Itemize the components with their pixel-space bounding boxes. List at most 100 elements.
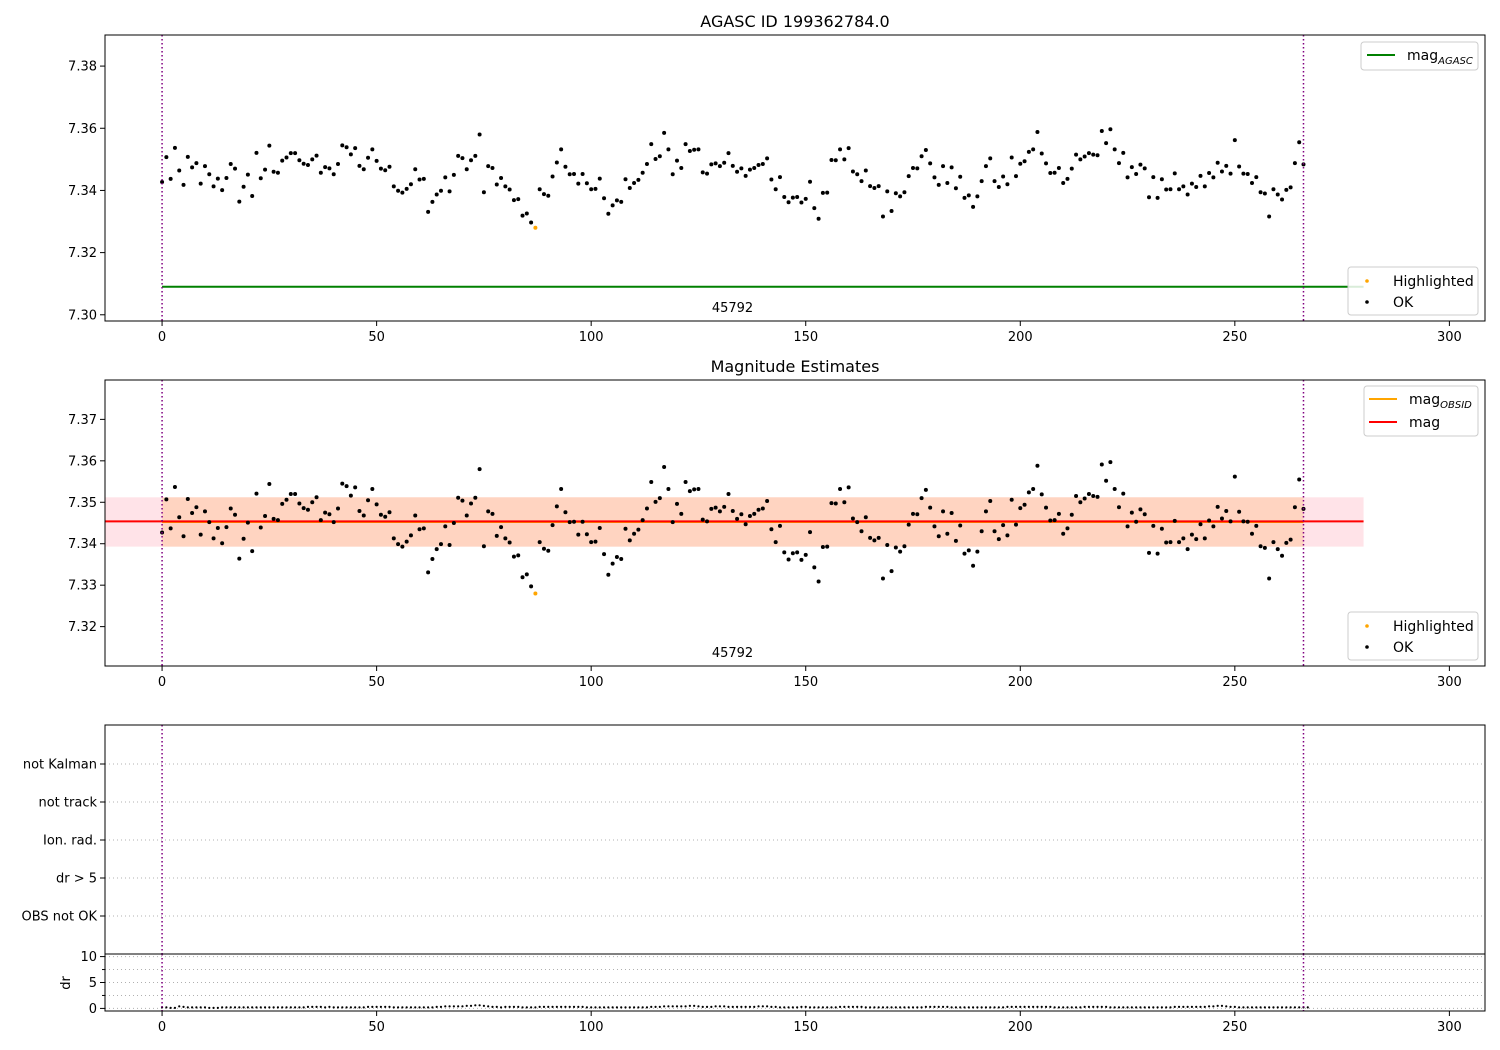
agasc-magnitude-panel: AGASC ID 199362784.0 45792 0 50 100 150 200 2… bbox=[68, 12, 1486, 345]
ok-data-point bbox=[1224, 163, 1229, 168]
ok-data-point bbox=[941, 509, 946, 514]
dr-data-point bbox=[302, 1006, 305, 1009]
ok-data-point bbox=[739, 512, 744, 517]
ok-data-point bbox=[859, 179, 864, 184]
x-tick-label: 250 bbox=[1222, 1020, 1247, 1035]
ok-data-point bbox=[829, 157, 834, 162]
dr-data-point bbox=[1268, 1006, 1271, 1009]
y-tick-label: 7.33 bbox=[68, 579, 97, 594]
ok-data-point bbox=[314, 495, 319, 500]
dr-data-point bbox=[289, 1006, 292, 1009]
ok-data-point bbox=[1095, 494, 1100, 499]
ok-data-point bbox=[297, 501, 302, 506]
dr-data-point bbox=[993, 1006, 996, 1009]
ok-data-point bbox=[340, 143, 345, 148]
ok-data-point bbox=[936, 534, 941, 539]
ok-data-point bbox=[692, 487, 697, 492]
ok-data-point bbox=[1271, 187, 1276, 192]
ok-data-point bbox=[413, 513, 418, 518]
ok-data-point bbox=[1228, 171, 1233, 176]
dr-data-point bbox=[396, 1006, 400, 1009]
dr-data-point bbox=[525, 1006, 528, 1009]
ok-data-point bbox=[211, 536, 216, 541]
ok-data-point bbox=[1009, 497, 1014, 502]
dr-data-point bbox=[560, 1005, 563, 1008]
ok-data-point bbox=[172, 484, 177, 489]
ok-data-point bbox=[803, 196, 808, 201]
dr-data-point bbox=[602, 1006, 606, 1009]
ok-data-point bbox=[572, 519, 577, 524]
dr-data-point bbox=[474, 1004, 477, 1007]
dr-data-point bbox=[388, 1005, 391, 1008]
ok-data-point bbox=[447, 189, 452, 194]
ok-data-point bbox=[872, 185, 877, 190]
ok-data-point bbox=[932, 524, 937, 529]
legend-ok-marker bbox=[1365, 300, 1369, 304]
ok-data-point bbox=[855, 520, 860, 525]
ok-data-point bbox=[996, 537, 1001, 542]
dr-data-point bbox=[251, 1006, 254, 1009]
ok-data-point bbox=[473, 153, 478, 158]
ok-data-point bbox=[833, 501, 838, 506]
dr-data-point bbox=[427, 1006, 430, 1009]
dr-data-point bbox=[714, 1005, 717, 1008]
ok-data-point bbox=[1262, 545, 1267, 550]
ok-data-point bbox=[752, 511, 757, 516]
ok-data-point bbox=[790, 551, 795, 556]
ok-data-point bbox=[1249, 531, 1254, 536]
ok-data-point bbox=[1022, 502, 1027, 507]
ok-data-point bbox=[765, 156, 770, 161]
ok-data-point bbox=[1245, 171, 1250, 176]
dr-data-point bbox=[384, 1005, 387, 1008]
dr-data-point bbox=[1040, 1005, 1043, 1008]
ok-data-point bbox=[1215, 504, 1220, 509]
ok-data-point bbox=[1288, 185, 1293, 190]
ok-data-point bbox=[915, 166, 920, 171]
ok-data-point bbox=[906, 522, 911, 527]
dr-data-point bbox=[487, 1005, 490, 1008]
ok-data-point bbox=[979, 529, 984, 534]
ok-data-point bbox=[1048, 171, 1053, 176]
estimates-panel-title: Magnitude Estimates bbox=[711, 357, 880, 376]
ok-data-point bbox=[430, 199, 435, 204]
ok-data-point bbox=[374, 158, 379, 163]
y-tick-label: 7.34 bbox=[68, 184, 97, 199]
ok-data-point bbox=[1031, 487, 1036, 492]
ok-data-point bbox=[614, 554, 619, 559]
ok-data-point bbox=[597, 525, 602, 530]
ok-data-point bbox=[1292, 505, 1297, 510]
ok-data-point bbox=[426, 209, 431, 214]
ok-data-point bbox=[408, 533, 413, 538]
dr-data-point bbox=[873, 1006, 876, 1009]
ok-data-point bbox=[1232, 138, 1237, 143]
dr-data-point bbox=[705, 1005, 709, 1008]
ok-data-point bbox=[408, 182, 413, 187]
ok-data-point bbox=[486, 164, 491, 169]
dr-data-point bbox=[976, 1006, 979, 1009]
y-tick-label: 7.32 bbox=[68, 620, 97, 635]
dr-data-point bbox=[1207, 1005, 1211, 1008]
ok-data-point bbox=[1267, 576, 1272, 581]
ok-data-point bbox=[1275, 192, 1280, 197]
flag-label: Ion. rad. bbox=[43, 834, 97, 849]
dr-data-point bbox=[791, 1006, 794, 1009]
dr-data-point bbox=[1276, 1006, 1279, 1009]
ok-data-point bbox=[996, 185, 1001, 190]
dr-data-point bbox=[238, 1006, 241, 1009]
ok-data-point bbox=[1237, 509, 1242, 514]
ok-data-point bbox=[245, 520, 250, 525]
ok-data-point bbox=[1052, 170, 1057, 175]
ok-data-point bbox=[610, 561, 615, 566]
dr-data-point bbox=[1263, 1006, 1266, 1009]
x-tick-label: 0 bbox=[158, 1020, 166, 1035]
ok-data-point bbox=[597, 176, 602, 181]
ok-data-point bbox=[838, 147, 843, 152]
ok-data-point bbox=[417, 177, 422, 182]
ok-data-point bbox=[988, 156, 993, 161]
ok-data-point bbox=[511, 198, 516, 203]
ok-data-point bbox=[417, 527, 422, 532]
ok-data-point bbox=[1035, 463, 1040, 468]
dr-data-point bbox=[585, 1006, 588, 1009]
ok-data-point bbox=[481, 544, 486, 549]
